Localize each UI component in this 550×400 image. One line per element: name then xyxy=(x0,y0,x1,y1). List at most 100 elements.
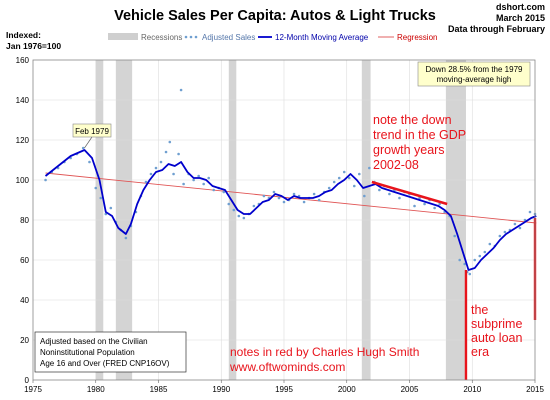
legend-swatch-adjusted-sales-dot xyxy=(194,35,198,39)
adjusted-sales-point xyxy=(227,202,231,206)
adjusted-sales-point xyxy=(179,88,183,92)
adjusted-sales-point xyxy=(498,234,502,238)
red-trend-segment xyxy=(371,180,448,206)
x-tick-label: 2005 xyxy=(401,385,419,394)
adjusted-sales-point xyxy=(317,198,321,202)
adjusted-sales-point xyxy=(237,214,241,218)
adjusted-sales-point xyxy=(468,272,472,276)
x-tick-label: 1980 xyxy=(87,385,105,394)
adjusted-sales-point xyxy=(81,146,85,150)
adjusted-sales-point xyxy=(197,174,200,178)
y-tick-label: 100 xyxy=(16,176,30,185)
y-tick-label: 0 xyxy=(25,376,30,385)
x-tick-label: 1990 xyxy=(212,385,230,394)
adjusted-note-box xyxy=(34,331,187,373)
adjusted-sales-point xyxy=(159,160,163,164)
adjusted-sales-point xyxy=(478,254,482,258)
y-axis-label-line-2: Jan 1976=100 xyxy=(6,41,61,51)
adjusted-note-line-2: Noninstitutional Population xyxy=(40,348,135,357)
adjusted-sales-point xyxy=(473,258,477,262)
adjusted-sales-point xyxy=(232,208,236,212)
red-note-gdp-line-4: 2002-08 xyxy=(373,158,419,172)
adjusted-sales-point xyxy=(513,222,517,226)
adjusted-sales-point xyxy=(192,178,195,182)
adjusted-note-line-3: Age 16 and Over (FRED CNP16OV) xyxy=(40,359,170,368)
adjusted-sales-point xyxy=(252,204,256,208)
adjusted-sales-point xyxy=(438,202,441,206)
adjusted-sales-point xyxy=(352,184,356,188)
legend: Recessions Adjusted Sales 12-Month Movin… xyxy=(108,33,437,42)
y-tick-label: 80 xyxy=(20,216,29,225)
adjusted-sales-point xyxy=(363,194,366,198)
x-tick-label: 2015 xyxy=(526,385,544,394)
adjusted-sales-point xyxy=(109,206,113,210)
adjusted-sales-point xyxy=(242,216,246,220)
adjusted-sales-point xyxy=(302,200,306,204)
legend-label-recessions: Recessions xyxy=(141,33,182,42)
down-percent-callout: Down 28.5% from the 1979 moving-average … xyxy=(417,61,531,87)
y-tick-label: 60 xyxy=(20,256,29,265)
down-percent-box xyxy=(417,61,531,87)
red-note-subprime-line-1: the xyxy=(471,303,488,317)
adjusted-note-line-1: Adjusted based on the Civilian xyxy=(40,337,148,346)
x-axis: 1975 1980 1985 1990 1995 2000 2005 2010 2015 xyxy=(24,380,544,394)
adjusted-sales-point xyxy=(358,172,361,176)
adjusted-sales-point xyxy=(124,236,128,240)
feb-1979-callout: Feb 1979 xyxy=(72,123,112,149)
y-axis: 0 20 40 60 80 100 120 140 160 xyxy=(16,56,30,385)
adjusted-sales-point xyxy=(262,194,266,198)
adjusted-sales-point xyxy=(453,234,456,238)
adjusted-sales-point xyxy=(312,192,316,196)
feb-1979-pointer xyxy=(84,136,93,149)
adjusted-sales-point xyxy=(172,172,175,176)
adjusted-sales-point xyxy=(488,242,492,246)
red-note-subprime-line-2: subprime xyxy=(471,317,522,331)
x-tick-label: 1985 xyxy=(150,385,168,394)
adjusted-sales-point xyxy=(483,250,487,254)
adjusted-sales-point xyxy=(177,152,180,156)
adjusted-sales-point xyxy=(144,180,148,184)
red-note-subprime-line-4: era xyxy=(471,345,489,359)
red-note-gdp-line-3: growth years xyxy=(373,143,445,157)
adjusted-sales-point xyxy=(398,196,401,200)
moving-average-line xyxy=(44,149,537,271)
adjusted-sales-point xyxy=(423,202,426,206)
x-tick-label: 2000 xyxy=(338,385,356,394)
adjusted-sales-point xyxy=(88,160,91,164)
adjusted-sales-point xyxy=(282,200,286,204)
x-tick-label: 2010 xyxy=(463,385,481,394)
adjusted-sales-point xyxy=(342,170,346,174)
x-tick-label: 1995 xyxy=(275,385,293,394)
moving-average-series xyxy=(44,149,537,271)
y-tick-label: 160 xyxy=(16,56,30,65)
red-note-subprime-line-3: auto loan xyxy=(471,331,522,345)
credit-line-1: notes in red by Charles Hugh Smith xyxy=(230,345,419,359)
adjusted-sales-point xyxy=(94,186,98,190)
legend-label-regression: Regression xyxy=(397,33,437,42)
red-note-gdp-line-2: trend in the GDP xyxy=(373,128,466,142)
legend-swatch-adjusted-sales-dot xyxy=(189,35,193,39)
adjusted-sales-point xyxy=(44,178,47,182)
adjusted-sales-point xyxy=(332,180,336,184)
red-note-gdp-line-1: note the down xyxy=(373,113,452,127)
adjusted-sales-point xyxy=(292,192,296,196)
x-tick-label: 1975 xyxy=(24,385,42,394)
adjusted-sales-point xyxy=(222,190,226,194)
adjusted-sales-point xyxy=(413,204,416,208)
adjusted-sales-point xyxy=(212,188,216,192)
adjusted-sales-point xyxy=(207,176,210,180)
adjusted-sales-point xyxy=(277,196,281,200)
adjusted-sales-point xyxy=(528,210,532,214)
y-tick-label: 140 xyxy=(16,96,30,105)
adjusted-sales-point xyxy=(518,226,522,230)
source-line-2: March 2015 xyxy=(496,13,545,23)
adjusted-sales-point xyxy=(327,186,331,190)
y-tick-label: 40 xyxy=(20,296,29,305)
adjusted-sales-point xyxy=(347,176,351,180)
y-tick-label: 20 xyxy=(20,336,29,345)
legend-swatch-adjusted-sales-dot xyxy=(184,35,188,39)
adjusted-sales-point xyxy=(164,150,168,154)
adjusted-sales-point xyxy=(149,172,153,176)
down-percent-line-1: Down 28.5% from the 1979 xyxy=(426,65,523,74)
